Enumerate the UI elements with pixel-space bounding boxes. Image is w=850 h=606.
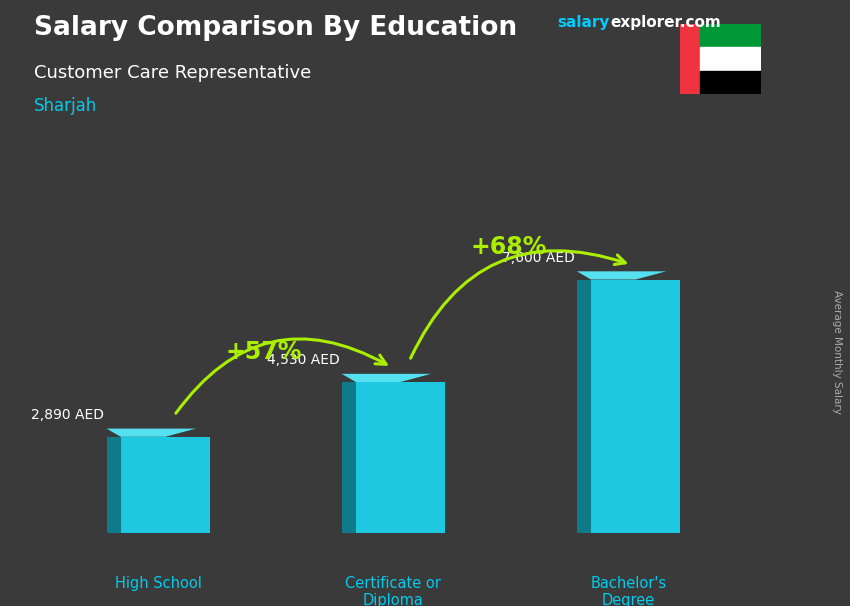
Bar: [700, 24, 761, 47]
Text: Customer Care Representative: Customer Care Representative: [34, 64, 311, 82]
Polygon shape: [342, 382, 356, 533]
Text: Bachelor's
Degree: Bachelor's Degree: [591, 576, 666, 606]
Polygon shape: [106, 428, 196, 437]
Text: Average Monthly Salary: Average Monthly Salary: [832, 290, 842, 413]
Text: +57%: +57%: [226, 340, 303, 364]
Polygon shape: [342, 374, 431, 382]
Text: 4,530 AED: 4,530 AED: [267, 353, 339, 367]
Text: Sharjah: Sharjah: [34, 97, 97, 115]
Text: Salary Comparison By Education: Salary Comparison By Education: [34, 15, 517, 41]
Text: +68%: +68%: [470, 235, 547, 259]
Text: salary: salary: [557, 15, 609, 30]
Bar: [591, 279, 680, 533]
Text: 7,600 AED: 7,600 AED: [502, 251, 575, 265]
Bar: [680, 24, 700, 94]
Polygon shape: [577, 279, 591, 533]
Text: High School: High School: [115, 576, 201, 591]
Text: 2,890 AED: 2,890 AED: [31, 408, 105, 422]
Bar: [700, 71, 761, 94]
Bar: [121, 437, 210, 533]
Text: explorer.com: explorer.com: [610, 15, 721, 30]
Bar: [700, 47, 761, 71]
Polygon shape: [106, 437, 121, 533]
Bar: [356, 382, 445, 533]
Text: Certificate or
Diploma: Certificate or Diploma: [345, 576, 441, 606]
Polygon shape: [577, 271, 666, 279]
